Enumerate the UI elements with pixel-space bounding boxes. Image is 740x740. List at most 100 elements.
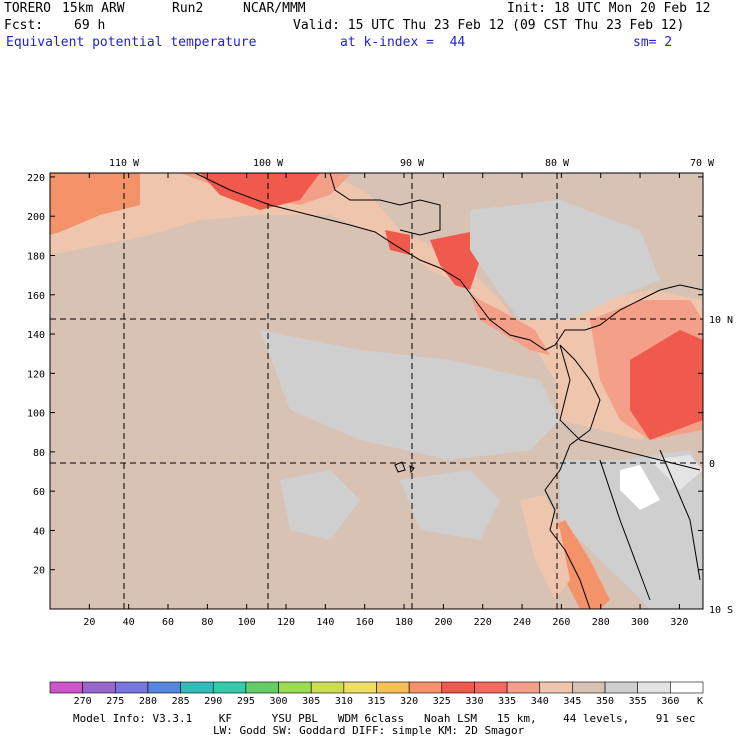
colorbar-swatch (115, 681, 149, 694)
x-tick-label: 320 (670, 617, 688, 628)
map-frame (49, 172, 704, 610)
colorbar-swatch (572, 681, 606, 694)
colorbar-level: 320 (400, 696, 418, 707)
colorbar-swatch (82, 681, 116, 694)
field-name: Equivalent potential temperature (6, 35, 257, 50)
coastline-yucatan (329, 173, 441, 236)
coastline-central-america (194, 173, 703, 351)
colorbar-level: 355 (629, 696, 647, 707)
longitude-label: 80 W (545, 158, 570, 169)
colorbar-level: 270 (74, 696, 92, 707)
hot-zone-honduras (430, 232, 480, 290)
x-tick-label: 80 (201, 617, 213, 628)
x-tick-label: 220 (474, 617, 492, 628)
colorbar-swatch (49, 681, 83, 694)
y-tick-label: 200 (27, 212, 45, 223)
run-label: Run2 (172, 1, 204, 16)
colorbar-level: 345 (563, 696, 581, 707)
colorbar-level: 310 (335, 696, 353, 707)
colorbar-level: 300 (270, 696, 288, 707)
longitude-label: 100 W (253, 158, 284, 169)
colorbar-swatch (637, 681, 671, 694)
colorbar-level: 325 (433, 696, 451, 707)
y-tick-label: 60 (33, 487, 45, 498)
colorbar-level: 295 (237, 696, 255, 707)
cool-zone-equatorial (260, 330, 560, 460)
colorbar-swatch (408, 681, 443, 694)
x-tick-label: 260 (552, 617, 570, 628)
colorbar-unit: K (697, 696, 703, 707)
colorbar-level: 290 (204, 696, 222, 707)
k-index: at k-index = 44 (340, 35, 466, 50)
longitude-label: 90 W (400, 158, 425, 169)
longitude-label: 110 W (109, 158, 140, 169)
cool-zone-south-pacific (280, 470, 360, 540)
colorbar-swatch (212, 681, 247, 694)
hot-zone-mexico (200, 173, 320, 210)
y-tick-label: 120 (27, 369, 45, 380)
smoothing: sm= 2 (633, 35, 673, 50)
x-tick-label: 200 (434, 617, 452, 628)
colorbar-swatch (604, 681, 638, 694)
cool-zone-caribbean (470, 200, 660, 320)
colorbar-level: 315 (367, 696, 385, 707)
forecast-label: Fcst: (4, 18, 44, 33)
x-tick-label: 280 (592, 617, 610, 628)
latitude-label: 0 (709, 459, 715, 470)
cold-zone-andes (620, 465, 660, 510)
x-tick-label: 60 (162, 617, 174, 628)
init-time: Init: 18 UTC Mon 20 Feb 12 (507, 1, 711, 16)
physics-info: LW: Godd SW: Goddard DIFF: simple KM: 2D… (213, 724, 525, 737)
y-tick-label: 140 (27, 330, 45, 341)
latitude-label: 10 N (709, 315, 733, 326)
x-tick-label: 20 (83, 617, 95, 628)
colorbar-level: 360 (661, 696, 679, 707)
national-borders (559, 344, 701, 601)
model-name: TORERO (4, 1, 51, 16)
colorbar-level: 280 (139, 696, 157, 707)
colorbar-level: 330 (465, 696, 483, 707)
y-tick-label: 220 (27, 173, 45, 184)
y-tick-label: 20 (33, 566, 45, 577)
x-tick-label: 140 (316, 617, 334, 628)
colorbar (49, 681, 704, 694)
colorbar-swatch (506, 681, 541, 694)
x-tick-label: 300 (631, 617, 649, 628)
coastline-south-america (544, 344, 601, 609)
x-tick-label: 240 (513, 617, 531, 628)
organization: NCAR/MMM (243, 1, 306, 16)
map-field (50, 173, 703, 609)
x-tick-label: 40 (123, 617, 135, 628)
y-tick-label: 160 (27, 291, 45, 302)
cool-zone-andes (560, 450, 703, 609)
forecast-hour: 69 h (74, 18, 106, 33)
warm-zone-northwest (50, 173, 140, 235)
longitude-labels: 110 W 100 W 90 W 80 W 70 W (109, 158, 715, 169)
y-tick-label: 180 (27, 251, 45, 262)
colorbar-swatch (670, 681, 704, 694)
x-axis: 20 40 60 80 100 120 140 160 180 200 220 240 260 280 30… (83, 173, 688, 628)
x-tick-label: 180 (395, 617, 413, 628)
colorbar-level: 350 (596, 696, 614, 707)
colorbar-swatch (539, 681, 573, 694)
cool-zone-galapagos-south (400, 470, 500, 540)
x-tick-label: 160 (356, 617, 374, 628)
y-tick-label: 80 (33, 448, 45, 459)
colorbar-level: 285 (172, 696, 190, 707)
colorbar-level: 305 (302, 696, 320, 707)
hot-zone-guatemala (385, 230, 410, 255)
valid-time: Valid: 15 UTC Thu 23 Feb 12 (09 CST Thu … (293, 18, 685, 33)
y-tick-label: 40 (33, 526, 45, 537)
colorbar-swatch (147, 681, 181, 694)
colorbar-level: 340 (531, 696, 549, 707)
colorbar-swatch (376, 681, 410, 694)
model-resolution: 15km ARW (62, 1, 125, 16)
colorbar-labels: 270 275 280 285 290 295 300 305 310 315 320 325 330 3… (74, 696, 680, 707)
colorbar-swatch (278, 681, 312, 694)
colorbar-swatch (441, 681, 475, 694)
colorbar-swatch (343, 681, 377, 694)
latlon-grid (50, 173, 703, 609)
colorbar-swatch (245, 681, 279, 694)
x-tick-label: 100 (238, 617, 256, 628)
